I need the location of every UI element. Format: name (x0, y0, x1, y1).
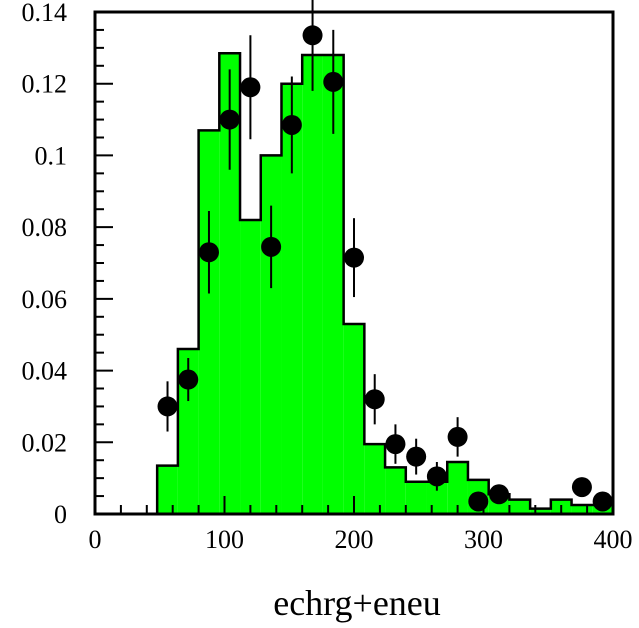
y-tick-label: 0.04 (22, 357, 68, 386)
data-point (240, 77, 261, 98)
data-point (385, 434, 406, 455)
histogram-bar (405, 481, 427, 514)
histogram-bar (157, 465, 178, 514)
histogram-bar (343, 323, 365, 514)
x-tick-label: 400 (594, 525, 633, 554)
x-tick-label: 200 (335, 525, 374, 554)
histogram-bar (219, 53, 241, 514)
histogram-bar (198, 130, 220, 515)
data-point (468, 491, 489, 512)
histogram-bar (364, 444, 386, 514)
data-point (261, 236, 282, 257)
tick-labels: 0 100 200 300 400 0 0.02 0.04 0.06 0.08 0.1 0.12 0.1… (22, 0, 633, 554)
data-points-layer (157, 0, 613, 512)
y-tick-label: 0 (54, 500, 67, 529)
histogram-bar (281, 83, 303, 514)
histogram-bar (322, 55, 344, 515)
axis-ticks (94, 11, 614, 515)
data-point (364, 389, 385, 410)
y-tick-label: 0.12 (22, 70, 68, 99)
histogram-bar (385, 467, 406, 514)
histogram-bar (302, 55, 323, 515)
y-tick-label: 0.02 (22, 428, 68, 457)
histogram-outline (95, 51, 613, 516)
data-point (219, 109, 240, 130)
x-axis-label: echrg+eneu (273, 583, 441, 623)
data-point (426, 466, 447, 487)
histogram-bar (447, 462, 468, 514)
histogram-bar (240, 219, 261, 514)
data-point (157, 396, 178, 417)
y-tick-label: 0.06 (22, 285, 68, 314)
y-tick-label: 0.14 (22, 0, 68, 27)
data-point (592, 491, 613, 512)
x-tick-label: 100 (205, 525, 244, 554)
x-tick-label: 0 (89, 525, 102, 554)
data-point (323, 71, 344, 92)
data-point (302, 25, 323, 46)
data-point (447, 426, 468, 447)
y-tick-label: 0.1 (35, 141, 68, 170)
data-point (406, 446, 427, 467)
data-point (571, 477, 592, 498)
data-point (178, 369, 199, 390)
histogram-bar (509, 499, 531, 514)
histogram-bar (530, 508, 551, 514)
data-point (344, 247, 364, 268)
data-point (489, 484, 510, 505)
y-tick-label: 0.08 (22, 213, 68, 242)
data-point (281, 114, 302, 135)
histogram-bar (177, 349, 199, 514)
x-tick-label: 300 (464, 525, 503, 554)
histogram-bar (571, 505, 593, 514)
data-point (198, 242, 219, 263)
